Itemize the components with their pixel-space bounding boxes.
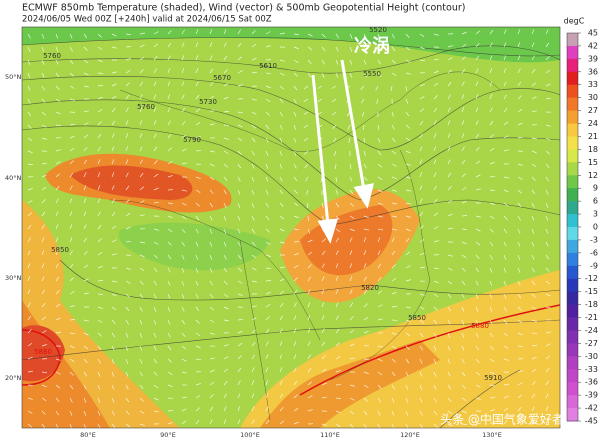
colorbar-tick-label: -27 [585,339,598,348]
colorbar-tick-label: 30 [588,93,598,102]
colorbar-segment [567,356,578,370]
lat-label: 30°N [5,274,22,282]
colorbar-segment [567,149,578,163]
colorbar-segment [567,330,578,344]
colorbar-tick-label: 12 [588,171,598,180]
colorbar-tick-label: -6 [590,248,598,257]
colorbar-segment [567,188,578,202]
contour-label: 5760 [43,52,61,60]
lon-label: 120°E [400,431,420,439]
colorbar-segment [567,304,578,319]
colorbar-tick-label: -24 [585,326,598,335]
contour-label: 5820 [361,284,379,292]
colorbar-tick-label: 3 [593,210,598,219]
colorbar-tick-label: 15 [588,158,598,167]
colorbar-segment [567,71,578,86]
colorbar-tick-label: -33 [585,365,598,374]
colorbar-segment [567,291,578,306]
contour-label: 5880 [34,348,52,356]
lon-label: 80°E [80,431,96,439]
colorbar-segment [567,33,578,47]
colorbar-segment [567,343,578,357]
colorbar-tick-label: 0 [593,223,598,232]
watermark: 头条 @中国气象爱好者 [440,412,564,427]
contour-label: 5880 [471,322,489,330]
flow-arrows [311,59,375,244]
colorbar-segment [567,84,578,99]
contour-label: 5790 [183,136,201,144]
colorbar-segment [567,317,578,331]
colorbar-segment [567,369,578,383]
colorbar: 4542393633302724211815129630-3-6-9-12-15… [566,29,598,426]
colorbar-tick-label: -30 [585,352,598,361]
colorbar-tick-label: 36 [588,67,598,76]
contour-label: 5610 [259,62,277,70]
colorbar-segment [567,265,578,280]
colorbar-segment [567,252,578,267]
colorbar-tick-label: 21 [588,132,598,141]
colorbar-tick-label: -3 [590,235,598,244]
contour-label: 5550 [363,70,381,78]
colorbar-segment [567,214,578,228]
colorbar-segment [567,175,578,189]
wind-vectors [27,29,552,428]
map [22,27,560,428]
colorbar-tick-label: -9 [590,261,598,270]
colorbar-segment [567,278,578,293]
lat-label: 50°N [5,73,22,81]
colorbar-label: degC [564,17,585,26]
colorbar-tick-label: -42 [585,404,598,413]
colorbar-segment [567,58,578,73]
colorbar-segment [567,136,578,150]
colorbar-tick-label: 24 [588,119,598,128]
contour-label: 5760 [137,103,155,111]
colorbar-segment [567,408,578,422]
lat-label: 20°N [5,374,22,382]
annotation: 冷涡 [354,35,390,57]
lon-label: 130°E [482,431,502,439]
lon-label: 90°E [160,431,176,439]
colorbar-segment [567,162,578,176]
colorbar-tick-label: 27 [588,106,598,115]
colorbar-tick-label: 9 [593,184,598,193]
colorbar-segment [567,395,578,409]
colorbar-tick-label: -45 [585,417,598,426]
colorbar-segment [567,227,578,241]
subtitle: 2024/06/05 Wed 00Z [+240h] valid at 2024… [22,15,272,25]
colorbar-tick-label: -18 [585,300,598,309]
colorbar-segment [567,45,578,60]
colorbar-segment [567,382,578,396]
colorbar-segment [567,110,578,125]
contour-label: 5850 [408,314,426,322]
colorbar-segment [567,123,578,137]
colorbar-segment [567,97,578,112]
colorbar-tick-label: -15 [585,287,598,296]
colorbar-segment [567,239,578,254]
colorbar-tick-label: -21 [585,313,598,322]
colorbar-segment [567,201,578,215]
colorbar-tick-label: 45 [588,29,598,38]
colorbar-tick-label: -36 [585,378,598,387]
contour-label: 5670 [213,74,231,82]
contour-label: 5850 [51,246,69,254]
title: ECMWF 850mb Temperature (shaded), Wind (… [22,3,465,14]
colorbar-tick-label: 18 [588,145,598,154]
lon-label: 100°E [240,431,260,439]
colorbar-tick-label: 33 [588,80,598,89]
colorbar-tick-label: 6 [593,197,598,206]
lat-label: 40°N [5,174,22,182]
contour-label: 5730 [199,98,217,106]
contour-label: 5520 [369,26,387,34]
lon-label: 110°E [320,431,340,439]
contour-label: 5910 [484,374,502,382]
colorbar-tick-label: 39 [588,54,598,63]
colorbar-tick-label: 42 [588,41,598,50]
borders [109,71,501,421]
colorbar-tick-label: -12 [585,274,598,283]
colorbar-tick-label: -39 [585,391,598,400]
